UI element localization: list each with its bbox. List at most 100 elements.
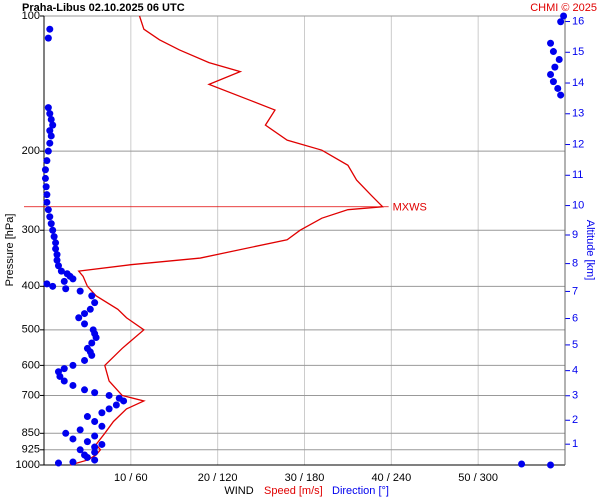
direction-point [81, 310, 89, 318]
direction-point [52, 245, 60, 253]
direction-point [47, 115, 55, 123]
direction-point [91, 443, 99, 451]
direction-point [105, 391, 113, 399]
direction-point [88, 339, 96, 347]
direction-point [557, 18, 565, 26]
y2-tick-label: 16 [572, 15, 584, 27]
direction-point [41, 166, 49, 174]
direction-point [86, 305, 94, 313]
direction-point [53, 256, 61, 264]
direction-point [547, 39, 555, 47]
y2-tick-label: 7 [572, 285, 578, 297]
direction-point [53, 251, 61, 259]
direction-point [69, 435, 77, 443]
direction-point [115, 394, 123, 402]
y2-tick-label: 11 [572, 169, 583, 181]
y-tick-label: 200 [22, 145, 40, 157]
direction-point [57, 267, 65, 275]
direction-point [63, 270, 71, 278]
direction-point [47, 220, 55, 228]
direction-point [52, 239, 60, 247]
direction-point [76, 446, 84, 454]
direction-point [44, 206, 52, 214]
x-tick-label: 30 / 180 [285, 472, 325, 484]
direction-point [518, 460, 526, 468]
direction-point [83, 413, 91, 421]
direction-point [81, 451, 89, 459]
y-tick-label: 500 [22, 324, 40, 336]
direction-point [62, 285, 70, 293]
direction-point [75, 314, 83, 322]
y2-tick-label: 2 [572, 414, 578, 426]
direction-point [91, 389, 99, 397]
y2-tick-label: 14 [572, 77, 584, 89]
y2-tick-label: 13 [572, 108, 584, 120]
direction-point [554, 84, 562, 92]
direction-point [49, 226, 57, 234]
y-tick-label: 700 [22, 389, 40, 401]
direction-point [555, 56, 563, 64]
y2-tick-label: 6 [572, 312, 578, 324]
y-tick-label: 300 [22, 224, 40, 236]
direction-point [54, 459, 62, 467]
direction-point [60, 277, 68, 285]
y2-tick-label: 4 [572, 365, 578, 377]
direction-point [81, 320, 89, 328]
direction-point [50, 233, 58, 241]
direction-point [551, 63, 559, 71]
direction-point [112, 401, 120, 409]
y-tick-label: 850 [22, 427, 40, 439]
annotation: MXWS [393, 202, 427, 214]
speed-line [69, 15, 385, 466]
direction-point [83, 344, 91, 352]
y2-tick-label: 5 [572, 339, 578, 351]
y-tick-label: 925 [22, 444, 40, 456]
direction-point [81, 356, 89, 364]
direction-point [91, 448, 99, 456]
direction-point [60, 377, 68, 385]
direction-point [49, 282, 57, 290]
direction-point [98, 422, 106, 430]
direction-point [47, 132, 55, 140]
x-tick-label: 20 / 120 [198, 472, 238, 484]
direction-point [83, 438, 91, 446]
direction-point [91, 299, 99, 307]
direction-point [42, 183, 50, 191]
y-tick-label: 600 [22, 359, 40, 371]
direction-point [46, 213, 54, 221]
direction-point [43, 157, 51, 165]
direction-point [547, 461, 555, 469]
y2-tick-label: 15 [572, 46, 584, 58]
direction-point [88, 292, 96, 300]
direction-point [49, 121, 57, 129]
direction-point [43, 191, 51, 199]
direction-point [41, 174, 49, 182]
direction-point [547, 71, 555, 79]
direction-point [46, 139, 54, 147]
direction-point [46, 25, 54, 33]
direction-point [69, 458, 77, 466]
legend-speed: Speed [m/s] [264, 485, 323, 497]
direction-point [76, 426, 84, 434]
direction-point [549, 48, 557, 56]
credit: CHMI © 2025 [530, 2, 597, 14]
y-tick-label: 400 [22, 280, 40, 292]
direction-point [76, 287, 84, 295]
y-axis-label: Pressure [hPa] [4, 214, 16, 287]
direction-point [69, 381, 77, 389]
direction-point [549, 78, 557, 86]
direction-point [560, 12, 568, 20]
y2-tick-label: 8 [572, 258, 578, 270]
y2-tick-label: 10 [572, 199, 584, 211]
direction-point [54, 262, 62, 270]
direction-point [60, 365, 68, 373]
direction-point [44, 147, 52, 155]
y-tick-label: 1000 [16, 459, 40, 471]
legend-direction: Direction [°] [332, 485, 389, 497]
y2-tick-label: 3 [572, 390, 578, 402]
x-tick-label: 10 / 60 [114, 472, 148, 484]
x-tick-label: 50 / 300 [458, 472, 498, 484]
direction-point [105, 405, 113, 413]
y2-tick-label: 12 [572, 138, 584, 150]
